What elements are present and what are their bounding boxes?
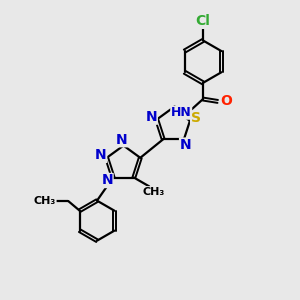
Text: S: S [191,111,201,125]
Text: N: N [116,133,128,147]
Text: CH₃: CH₃ [142,187,165,197]
Text: CH₃: CH₃ [34,196,56,206]
Text: N: N [180,138,191,152]
Text: N: N [146,110,157,124]
Text: HN: HN [171,106,192,119]
Text: N: N [95,148,106,162]
Text: Cl: Cl [196,14,210,28]
Text: N: N [101,173,113,188]
Text: O: O [220,94,232,108]
